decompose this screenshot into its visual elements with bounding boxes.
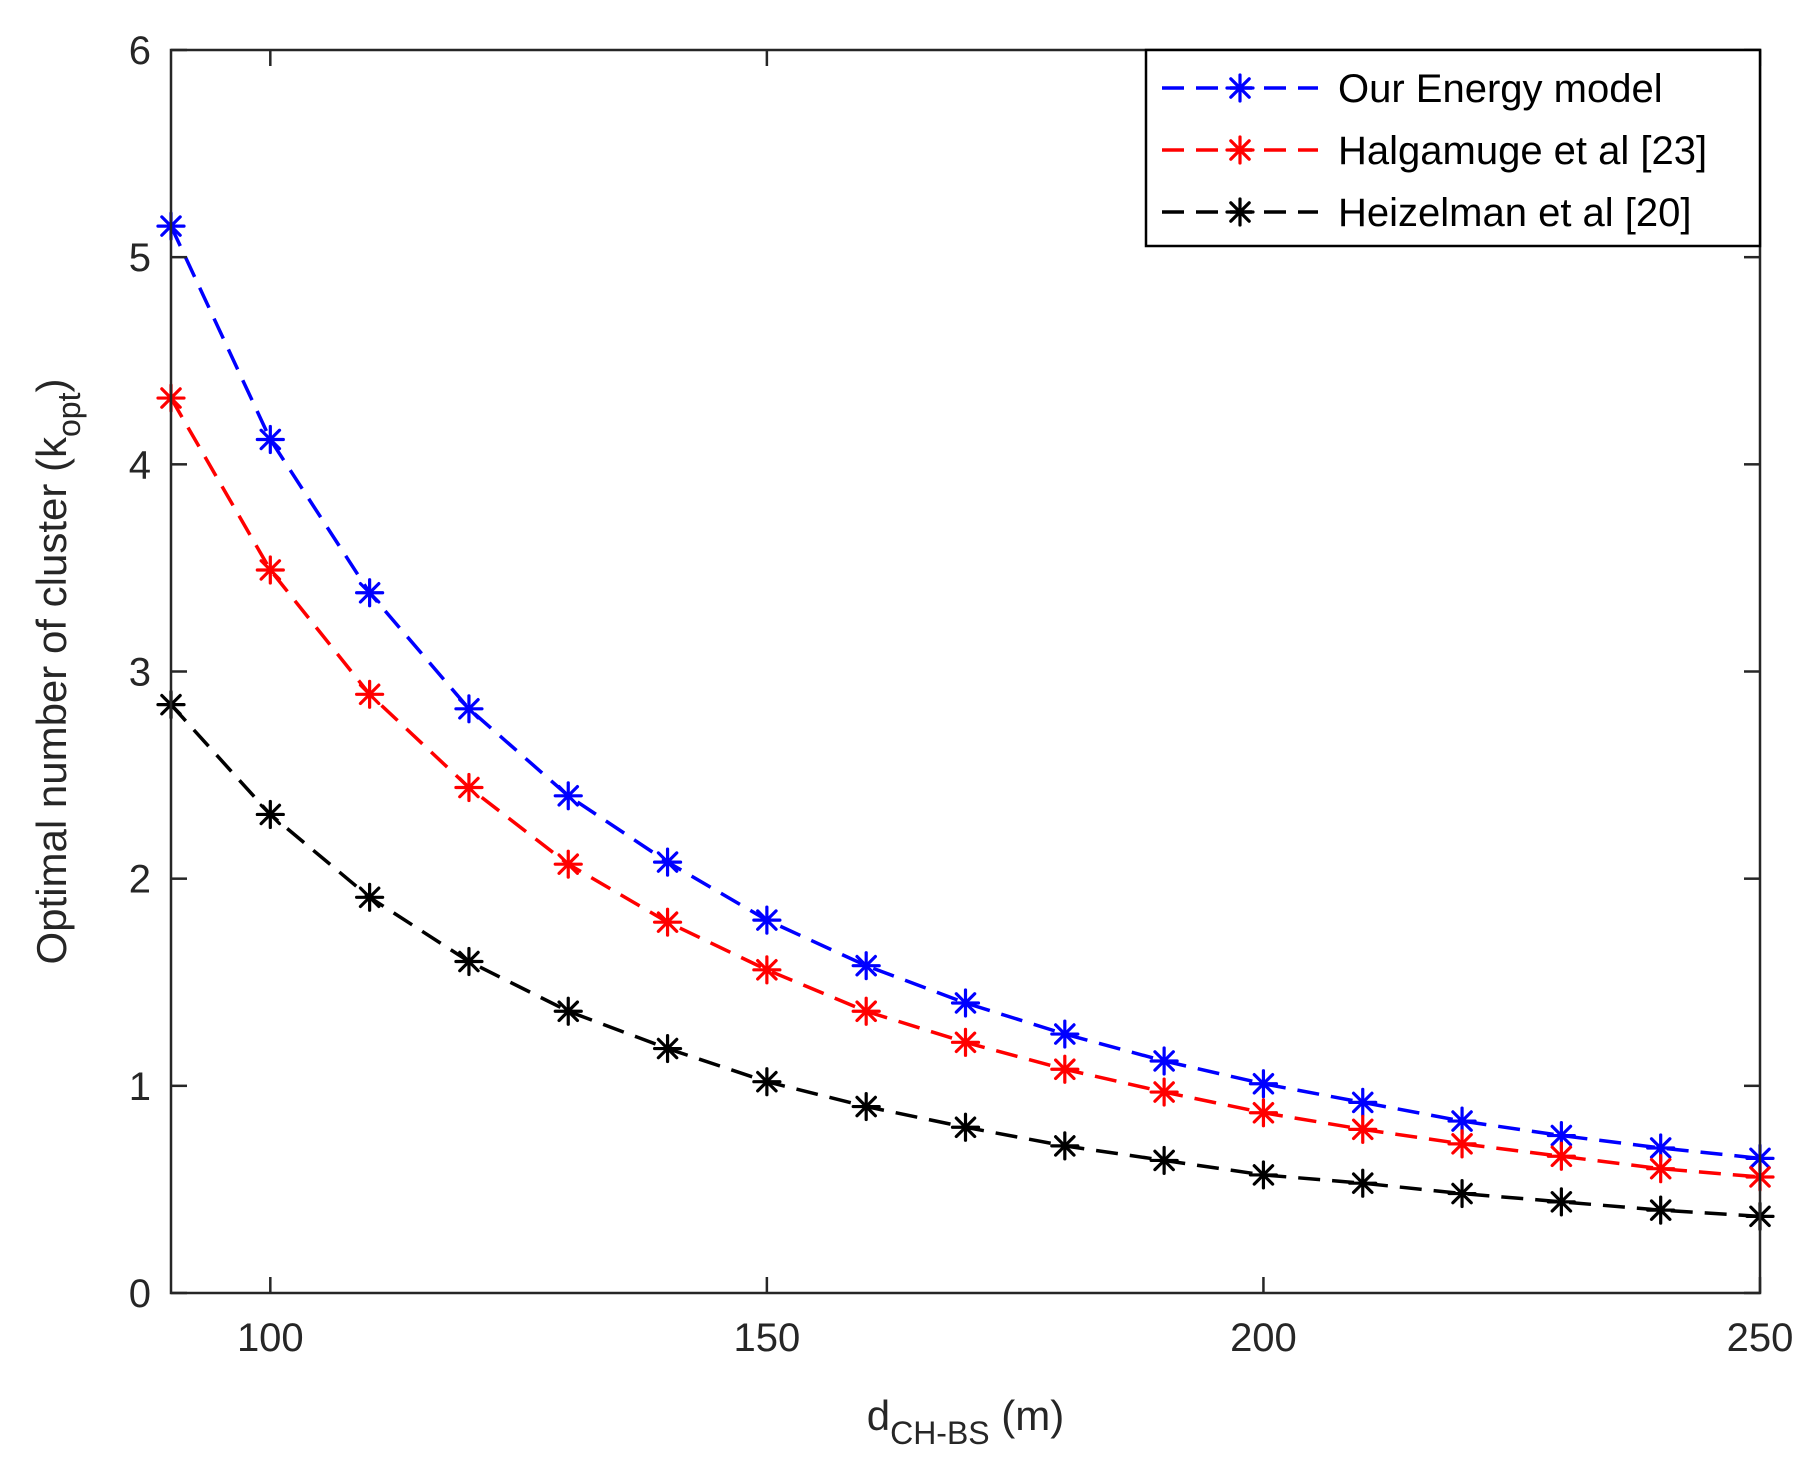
legend-item-3: Heizelman et al [20] bbox=[1162, 191, 1692, 235]
legend-swatch-marker bbox=[1225, 73, 1255, 103]
data-point-marker bbox=[1149, 1046, 1179, 1076]
x-tick-label: 250 bbox=[1727, 1316, 1794, 1360]
data-point-marker bbox=[652, 1033, 683, 1064]
data-point-marker bbox=[950, 988, 981, 1018]
y-tick-label: 6 bbox=[129, 29, 151, 73]
data-point-marker bbox=[652, 907, 683, 937]
data-point-marker bbox=[1149, 1145, 1179, 1176]
data-point-marker bbox=[255, 424, 285, 455]
data-point-marker bbox=[851, 951, 881, 981]
data-point-marker bbox=[255, 555, 285, 585]
data-point-marker bbox=[1050, 1131, 1080, 1161]
data-point-marker bbox=[1447, 1129, 1477, 1159]
data-point-marker bbox=[1546, 1141, 1576, 1171]
y-tick-label: 3 bbox=[129, 651, 151, 695]
y-axis-title: Optimal number of cluster (kopt) bbox=[28, 379, 87, 965]
data-point-marker bbox=[355, 679, 385, 709]
x-axis-title-unit: (m) bbox=[990, 1392, 1065, 1439]
y-tick-label: 0 bbox=[129, 1272, 151, 1316]
legend-label: Our Energy model bbox=[1338, 67, 1663, 111]
data-point-marker bbox=[752, 955, 782, 985]
data-point-marker bbox=[1050, 1019, 1080, 1049]
y-tick-label: 1 bbox=[129, 1065, 151, 1109]
data-point-marker bbox=[752, 1067, 782, 1097]
x-axis-title-main: d bbox=[867, 1392, 890, 1439]
data-point-marker bbox=[1646, 1195, 1676, 1225]
data-point-marker bbox=[553, 849, 583, 879]
x-tick-label: 200 bbox=[1230, 1316, 1297, 1360]
data-point-marker bbox=[454, 772, 484, 803]
legend-label: Heizelman et al [20] bbox=[1338, 191, 1692, 235]
data-point-marker bbox=[1646, 1154, 1676, 1184]
data-point-marker bbox=[752, 905, 782, 935]
legend: Our Energy model Halgamuge et al [23] Heiz… bbox=[1144, 48, 1762, 248]
data-point-marker bbox=[1348, 1087, 1378, 1118]
data-point-marker bbox=[851, 1091, 881, 1122]
x-tick-label: 150 bbox=[734, 1316, 801, 1360]
y-tick-label: 5 bbox=[129, 236, 151, 280]
data-point-marker bbox=[1348, 1168, 1378, 1198]
x-axis-title: dCH-BS (m) bbox=[867, 1392, 1065, 1451]
data-point-marker bbox=[454, 694, 484, 724]
data-point-marker bbox=[1149, 1077, 1179, 1107]
legend-item-2: Halgamuge et al [23] bbox=[1162, 129, 1707, 173]
series-3 bbox=[156, 690, 1775, 1231]
y-tick-label: 2 bbox=[129, 858, 151, 902]
legend-swatch-marker bbox=[1225, 135, 1255, 165]
data-point-marker bbox=[652, 847, 683, 877]
y-axis-title-main: Optimal number of cluster (k bbox=[28, 436, 75, 965]
x-tick-label: 100 bbox=[237, 1316, 304, 1360]
y-axis-title-subscript: opt bbox=[51, 392, 87, 437]
legend-item-1: Our Energy model bbox=[1162, 67, 1663, 111]
data-point-marker bbox=[553, 996, 583, 1026]
series-line-1 bbox=[169, 225, 1761, 1161]
y-tick-label: 4 bbox=[129, 443, 151, 487]
x-axis-title-subscript: CH-BS bbox=[890, 1415, 990, 1451]
data-point-marker bbox=[553, 781, 583, 811]
y-axis-title-close: ) bbox=[28, 379, 75, 393]
legend-swatch-marker bbox=[1225, 197, 1255, 227]
data-point-marker bbox=[1248, 1098, 1279, 1128]
data-point-marker bbox=[1248, 1069, 1279, 1099]
data-point-marker bbox=[1348, 1114, 1378, 1144]
data-point-marker bbox=[950, 1027, 981, 1057]
data-point-marker bbox=[355, 882, 385, 912]
data-point-marker bbox=[454, 946, 484, 977]
data-point-marker bbox=[255, 799, 285, 830]
data-point-marker bbox=[1248, 1160, 1279, 1190]
data-point-marker bbox=[1447, 1178, 1477, 1209]
data-point-marker bbox=[851, 996, 881, 1026]
legend-label: Halgamuge et al [23] bbox=[1338, 129, 1707, 173]
data-point-marker bbox=[355, 578, 385, 608]
data-point-marker bbox=[1546, 1187, 1576, 1217]
data-point-marker bbox=[1050, 1054, 1080, 1084]
data-point-marker bbox=[950, 1112, 981, 1142]
